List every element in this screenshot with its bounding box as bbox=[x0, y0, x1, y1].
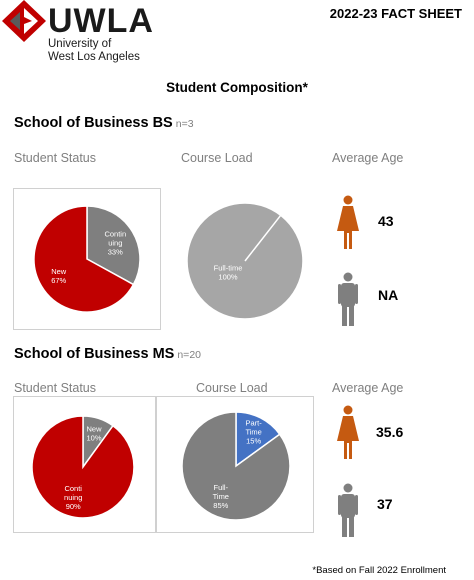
ms-n-label: n=20 bbox=[177, 349, 201, 361]
ms-status-slice-1 bbox=[31, 415, 135, 519]
section-title: Student Composition* bbox=[166, 80, 308, 95]
ms-load-pie-chart: Part-Time 15% Full-Time 85% bbox=[181, 411, 291, 521]
ms-status-label: Student Status bbox=[14, 381, 97, 395]
female-icon bbox=[337, 195, 359, 249]
bs-status-pie-chart: Contin uing 33% New 67% bbox=[33, 205, 141, 313]
bs-n-label: n=3 bbox=[175, 118, 194, 130]
bs-female-age: 43 bbox=[378, 213, 394, 229]
logo-text: UWLA bbox=[48, 2, 154, 40]
ms-female-age: 35.6 bbox=[376, 424, 404, 440]
bs-status-slice-1 bbox=[33, 205, 135, 313]
logo-subtitle-1: University of bbox=[48, 38, 112, 50]
male-icon bbox=[338, 483, 358, 537]
uwla-logo-icon bbox=[2, 0, 46, 42]
bs-status-label-1: New 67% bbox=[51, 267, 67, 285]
bs-load-label: Course Load bbox=[181, 151, 253, 165]
ms-status-label-1: Conti nuing 90% bbox=[64, 484, 82, 511]
bs-status-label: Student Status bbox=[14, 151, 97, 165]
ms-status-label-0: New 10% bbox=[87, 425, 103, 443]
female-icon bbox=[337, 405, 359, 459]
bs-title: School of Business BS n=3 bbox=[14, 115, 194, 131]
ms-title-text: School of Business MS bbox=[14, 346, 175, 362]
ms-title: School of Business MS n=20 bbox=[14, 346, 201, 362]
bs-load-pie-chart: Full-time 100% bbox=[186, 202, 304, 320]
ms-load-label-0: Part-Time 15% bbox=[245, 418, 262, 445]
male-icon bbox=[338, 272, 358, 326]
ms-load-label-1: Full-Time 85% bbox=[213, 483, 229, 510]
ms-age-label: Average Age bbox=[332, 381, 404, 395]
bs-status-label-0: Contin uing 33% bbox=[104, 229, 126, 256]
bs-load-label-0: Full-time 100% bbox=[214, 264, 243, 282]
bs-load-radius-line bbox=[244, 214, 282, 262]
ms-male-age: 37 bbox=[377, 496, 393, 512]
ms-status-pie-chart: New 10% Conti nuing 90% bbox=[31, 415, 135, 519]
ms-load-label: Course Load bbox=[196, 381, 268, 395]
bs-male-age: NA bbox=[378, 287, 399, 303]
bs-age-label: Average Age bbox=[332, 151, 404, 165]
ms-load-slice-1 bbox=[181, 411, 291, 521]
fact-sheet-title: 2022-23 FACT SHEET bbox=[329, 6, 462, 21]
bs-title-text: School of Business BS bbox=[14, 115, 173, 131]
logo-subtitle-2: West Los Angeles bbox=[48, 51, 140, 63]
footnote: *Based on Fall 2022 Enrollment bbox=[312, 565, 446, 576]
ms-load-slice-0 bbox=[235, 411, 281, 468]
bs-status-slice-0 bbox=[86, 205, 141, 286]
